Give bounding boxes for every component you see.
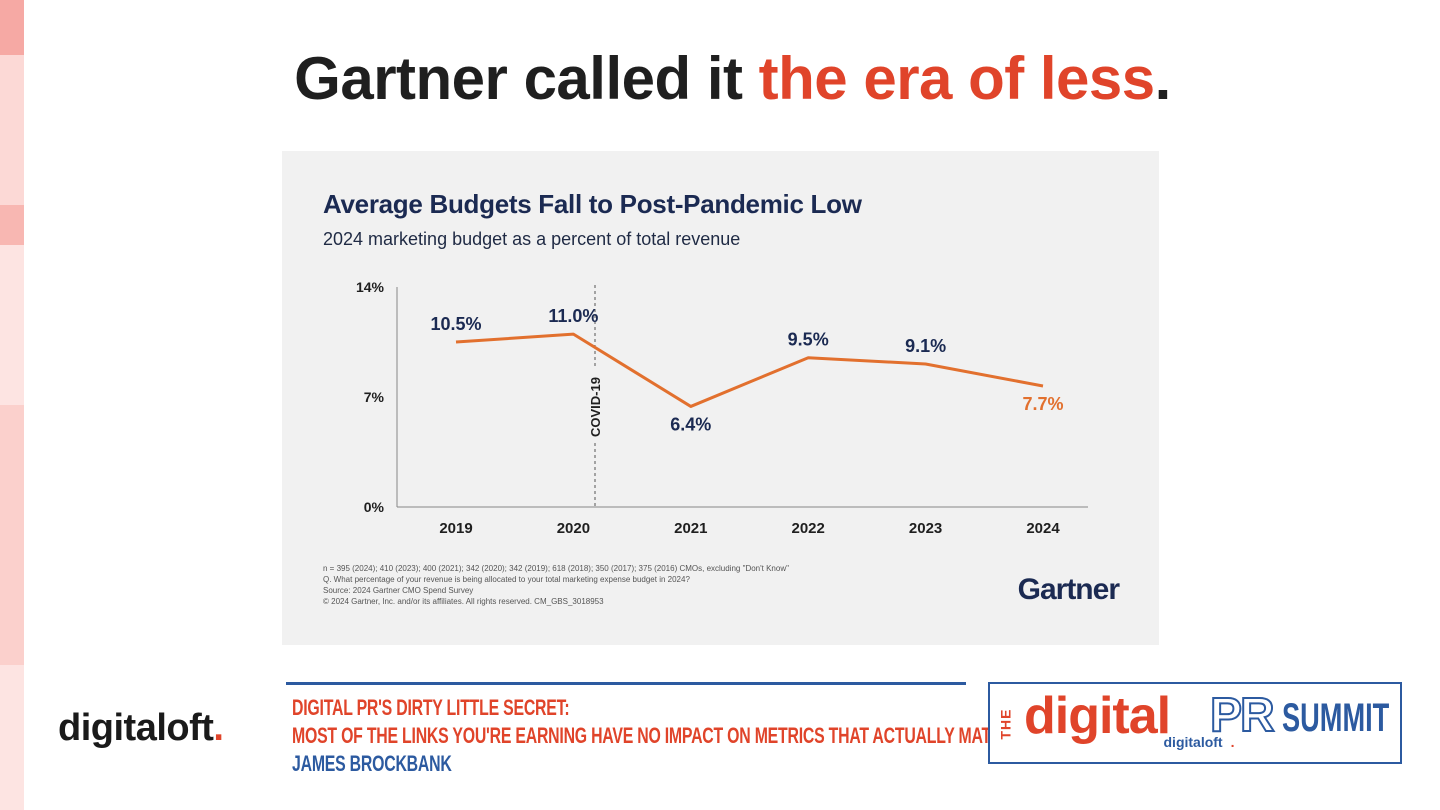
slide-title: Gartner called it the era of less. <box>294 45 1171 112</box>
series-line <box>455 332 1044 408</box>
digitaloft-logo: digitaloft. <box>58 707 224 749</box>
talk-info: DIGITAL PR'S DIRTY LITTLE SECRET: MOST O… <box>286 682 1022 785</box>
summit-pr: PR <box>1209 688 1276 743</box>
chart-subtitle: 2024 marketing budget as a percent of to… <box>323 229 741 249</box>
data-label: 9.1% <box>905 336 946 356</box>
chart-footnotes: n = 395 (2024); 410 (2023); 400 (2021); … <box>323 563 789 607</box>
footnote-question: Q. What percentage of your revenue is be… <box>323 575 690 584</box>
footnote-sample: n = 395 (2024); 410 (2023); 400 (2021); … <box>323 564 789 573</box>
data-label: 11.0% <box>548 306 598 326</box>
summit-digital: digital <box>1024 687 1171 745</box>
x-tick-label: 2021 <box>674 520 707 537</box>
talk-title-line1: DIGITAL PR'S DIRTY LITTLE SECRET: <box>292 695 570 720</box>
footnote-source: Source: 2024 Gartner CMO Spend Survey <box>323 586 474 595</box>
x-tick-label: 2019 <box>439 520 472 537</box>
gartner-logo: Gartner <box>1017 573 1120 606</box>
left-decorative-strip <box>0 0 24 810</box>
summit-the: THE <box>997 708 1014 740</box>
x-tick-label: 2020 <box>557 520 590 537</box>
x-tick-label: 2023 <box>909 520 942 537</box>
covid-annotation: COVID-19 <box>588 377 603 437</box>
data-label: 10.5% <box>430 314 481 334</box>
slide-title-accent: the era of less <box>758 45 1156 112</box>
chart-title: Average Budgets Fall to Post-Pandemic Lo… <box>323 189 862 219</box>
y-tick-label: 7% <box>364 389 385 405</box>
speaker-name: JAMES BROCKBANK <box>292 751 452 776</box>
line-chart: COVID-19 0% 7% 14% 2019 2020 2021 2022 2023 202… <box>356 279 1088 537</box>
digital-pr-summit-logo: THE digital PR SUMMIT digitaloft. <box>988 682 1402 764</box>
summit-sub: digitaloft. <box>990 734 1400 768</box>
x-tick-label: 2024 <box>1026 520 1060 537</box>
summit-summit: SUMMIT <box>1282 696 1390 740</box>
footnote-copyright: © 2024 Gartner, Inc. and/or its affiliat… <box>323 597 604 606</box>
y-tick-label: 14% <box>356 279 385 295</box>
y-tick-label: 0% <box>364 499 385 515</box>
data-label: 7.7% <box>1022 394 1063 414</box>
data-label: 6.4% <box>670 414 711 434</box>
x-tick-label: 2022 <box>792 520 825 537</box>
data-label: 9.5% <box>788 330 829 350</box>
chart-panel: Average Budgets Fall to Post-Pandemic Lo… <box>282 151 1159 645</box>
talk-title-line2: MOST OF THE LINKS YOU'RE EARNING HAVE NO… <box>292 723 1023 748</box>
